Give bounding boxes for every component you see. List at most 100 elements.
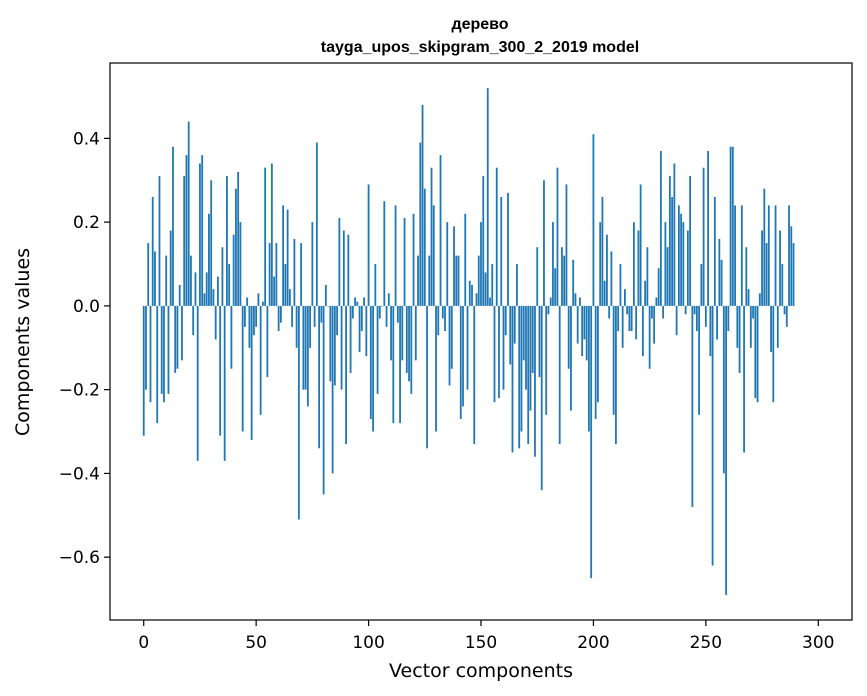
bar-component-101	[369, 305, 372, 419]
bar-component-280	[772, 305, 775, 403]
bar-component-115	[401, 305, 404, 361]
bar-component-108	[385, 305, 388, 327]
bar-component-227	[653, 305, 656, 344]
bar-component-27	[203, 293, 206, 306]
bar-component-131	[437, 305, 440, 336]
bar-component-177	[540, 305, 543, 491]
bar-component-277	[765, 243, 768, 306]
bar-component-137	[450, 305, 453, 369]
bar-component-86	[336, 305, 338, 336]
bar-component-79	[320, 305, 323, 323]
bar-component-159	[500, 197, 503, 306]
bar-component-144	[466, 305, 469, 390]
bar-component-7	[158, 176, 161, 306]
bar-component-273	[756, 305, 759, 403]
bar-component-207	[608, 305, 611, 319]
bar-component-29	[208, 213, 210, 306]
plot-frame	[109, 62, 853, 621]
bar-component-191	[572, 259, 575, 306]
bar-component-34	[219, 305, 222, 436]
bar-component-51	[257, 293, 260, 306]
bar-component-30	[210, 180, 213, 306]
bar-component-264	[736, 305, 739, 348]
bar-component-139	[455, 255, 458, 306]
bar-component-8	[160, 305, 163, 394]
bar-component-145	[468, 280, 471, 306]
bar-component-109	[387, 293, 390, 306]
bar-component-182	[552, 222, 554, 306]
bar-component-183	[554, 268, 557, 306]
bar-component-132	[439, 155, 442, 306]
bar-component-85	[333, 305, 336, 386]
bar-component-195	[581, 305, 584, 357]
bar-component-2	[147, 243, 150, 306]
y-axis-ticks: −0.6 −0.4 −0.2 0.0 0.2 0.4	[59, 129, 110, 568]
bar-component-271	[752, 305, 754, 319]
bar-component-149	[477, 255, 480, 306]
bar-component-126	[426, 305, 428, 449]
bar-component-116	[403, 217, 406, 306]
bar-component-253	[711, 305, 714, 566]
bar-component-163	[509, 305, 512, 365]
bar-component-179	[545, 305, 548, 415]
bar-component-71	[302, 305, 305, 390]
bar-component-58	[273, 276, 276, 306]
bar-component-275	[761, 230, 763, 306]
bar-component-154	[489, 297, 491, 306]
bar-component-68	[295, 305, 298, 348]
bar-component-279	[770, 305, 772, 352]
bar-component-225	[648, 305, 651, 369]
bar-component-33	[217, 276, 219, 306]
bar-component-276	[763, 188, 766, 306]
bar-component-219	[635, 305, 638, 340]
bar-component-114	[399, 305, 401, 424]
bar-component-270	[749, 305, 752, 348]
bar-component-37	[226, 176, 228, 306]
bar-component-185	[558, 305, 561, 445]
bar-component-121	[414, 305, 417, 361]
bar-component-166	[516, 264, 518, 306]
bar-component-31	[212, 289, 215, 306]
bar-component-189	[567, 305, 570, 369]
bar-component-128	[430, 167, 433, 306]
bar-component-28	[205, 272, 208, 306]
bar-component-263	[734, 205, 736, 306]
bar-component-288	[790, 226, 793, 306]
bar-component-283	[779, 230, 781, 306]
bar-component-100	[367, 184, 370, 306]
bar-component-244	[691, 305, 694, 507]
bar-component-146	[471, 284, 473, 306]
bar-component-60	[277, 305, 280, 332]
bar-component-141	[459, 305, 462, 419]
bar-component-94	[354, 297, 356, 306]
bar-component-4	[151, 197, 154, 306]
y-tick-label: 0.4	[73, 129, 100, 149]
bar-component-44	[241, 305, 244, 432]
bar-component-254	[713, 197, 716, 306]
bar-component-39	[230, 305, 233, 369]
bar-component-248	[700, 264, 703, 306]
bar-component-110	[390, 305, 392, 361]
bar-component-260	[727, 305, 730, 332]
bar-component-231	[662, 305, 665, 319]
bar-component-6	[156, 305, 159, 424]
bar-component-69	[297, 305, 300, 520]
bar-component-233	[666, 247, 669, 306]
bar-component-90	[345, 305, 347, 445]
bar-component-230	[659, 150, 662, 306]
y-tick-label: 0.0	[73, 297, 100, 317]
bar-component-171	[527, 305, 530, 445]
bar-component-97	[360, 305, 363, 332]
bar-component-218	[633, 222, 635, 306]
bar-component-133	[441, 305, 444, 319]
bar-component-172	[529, 305, 532, 411]
bar-component-63	[284, 264, 287, 306]
chart-title-line1: дерево	[451, 16, 508, 33]
bar-component-206	[606, 234, 608, 306]
bar-component-201	[594, 305, 597, 419]
bar-component-74	[309, 305, 312, 348]
x-tick-label: 200	[577, 633, 609, 653]
bar-component-54	[264, 167, 267, 306]
bar-component-80	[322, 305, 325, 495]
bar-component-81	[324, 284, 327, 306]
